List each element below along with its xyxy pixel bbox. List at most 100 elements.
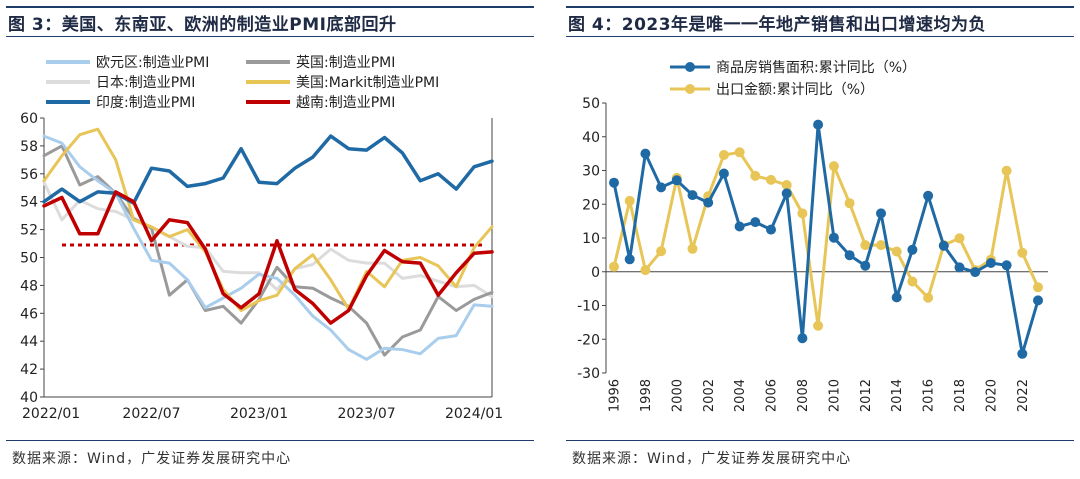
series-1-point xyxy=(985,258,996,268)
series-1-point xyxy=(624,254,635,265)
legend-label: 印度:制造业PMI xyxy=(96,95,195,111)
series-1-point xyxy=(813,119,824,130)
left-x-tick-label: 2023/01 xyxy=(230,406,288,422)
left-x-tick-label: 2023/07 xyxy=(337,406,395,422)
left-y-tick-label: 50 xyxy=(20,251,38,267)
legend-label: 英国:制造业PMI xyxy=(296,54,395,71)
left-x-tick-label: 2022/01 xyxy=(22,406,80,422)
series-1-point xyxy=(687,190,698,201)
series-line-1 xyxy=(612,123,1040,356)
right-y-tick-label: 40 xyxy=(582,130,600,146)
series-1-point xyxy=(640,148,651,159)
legend-marker xyxy=(685,62,695,72)
series-1-point xyxy=(750,217,761,228)
right-x-tick-label: 2018 xyxy=(953,379,968,412)
left-source-note: 数据来源：Wind，广发证券发展研究中心 xyxy=(6,440,534,475)
series-2-point xyxy=(766,174,776,185)
right-x-tick-label: 2012 xyxy=(859,379,874,412)
series-1-point xyxy=(970,267,981,278)
right-x-tick-label: 2020 xyxy=(984,379,999,412)
series-1-point xyxy=(907,244,918,255)
series-1-point xyxy=(766,224,776,235)
right-x-tick-label: 2000 xyxy=(670,379,685,412)
right-y-tick-label: 10 xyxy=(582,231,600,247)
right-y-tick-label: 20 xyxy=(582,197,600,213)
left-y-tick-label: 58 xyxy=(20,139,38,155)
series-1-point xyxy=(828,232,839,243)
series-2-point xyxy=(609,261,619,272)
series-2-point xyxy=(876,240,886,251)
series-2-point xyxy=(954,233,965,244)
right-chart-title-bar: 图 4：2023年是唯一一年地产销售和出口增速均为负 xyxy=(566,6,1074,37)
left-chart-title: 图 3：美国、东南亚、欧洲的制造业PMI底部回升 xyxy=(8,14,397,35)
left-y-tick-label: 48 xyxy=(20,278,38,294)
right-x-tick-label: 2002 xyxy=(702,379,717,412)
series-line-6 xyxy=(42,190,494,325)
series-2-point xyxy=(656,246,667,257)
legend-label: 日本:制造业PMI xyxy=(96,75,195,91)
series-2-point xyxy=(891,246,902,257)
series-2-point xyxy=(718,150,729,160)
series-2-point xyxy=(797,208,808,219)
series-2-point xyxy=(734,147,745,158)
legend-label: 出口金额:累计同比（%） xyxy=(716,82,874,98)
series-1-point xyxy=(703,197,714,208)
left-source-text: 数据来源：Wind，广发证券发展研究中心 xyxy=(12,451,292,467)
series-line-1 xyxy=(42,134,494,361)
right-y-tick-label: 30 xyxy=(582,164,600,180)
right-y-tick-label: -20 xyxy=(577,332,600,348)
left-y-tick-label: 44 xyxy=(20,334,38,350)
series-1-point xyxy=(656,182,667,193)
left-y-tick-label: 40 xyxy=(20,390,38,406)
right-x-tick-label: 2008 xyxy=(796,379,811,412)
right-chart-title: 图 4：2023年是唯一一年地产销售和出口增速均为负 xyxy=(568,14,987,35)
series-line-4 xyxy=(42,127,494,312)
series-2-point xyxy=(813,320,824,331)
left-y-tick-label: 52 xyxy=(20,223,38,239)
right-x-tick-label: 2010 xyxy=(827,379,842,412)
series-1-point xyxy=(844,250,855,261)
left-x-tick-label: 2022/07 xyxy=(122,406,180,422)
right-x-tick-label: 2006 xyxy=(765,379,780,412)
right-chart-panel: 图 4：2023年是唯一一年地产销售和出口增速均为负 -30 -20 -10 0 10 2… xyxy=(560,0,1080,479)
legend-label: 欧元区:制造业PMI xyxy=(96,55,209,71)
series-1-point xyxy=(797,333,808,344)
right-x-tick-label: 2022 xyxy=(1016,379,1031,412)
series-1-point xyxy=(1033,295,1043,306)
series-1-point xyxy=(781,188,792,199)
series-2-point xyxy=(687,243,698,254)
series-1-point xyxy=(609,177,619,188)
legend-label: 越南:制造业PMI xyxy=(296,95,395,111)
series-1-point xyxy=(923,190,934,201)
series-2-point xyxy=(624,195,635,206)
left-y-tick-label: 60 xyxy=(20,111,38,127)
left-y-tick-label: 42 xyxy=(20,362,38,378)
pmi-line-chart: 40 42 44 46 48 50 52 54 56 58 60 2022/01 2022/07 2023… xyxy=(20,54,503,422)
series-1-point xyxy=(671,175,682,186)
right-source-note: 数据来源：Wind，广发证券发展研究中心 xyxy=(566,440,1074,475)
right-x-tick-label: 2016 xyxy=(922,379,937,412)
series-1-point xyxy=(954,262,965,273)
legend-label: 商品房销售面积:累计同比（%） xyxy=(716,60,916,76)
left-chart-title-bar: 图 3：美国、东南亚、欧洲的制造业PMI底部回升 xyxy=(6,6,534,37)
series-1-point xyxy=(1001,260,1012,271)
sales-export-line-chart: -30 -20 -10 0 10 20 30 40 50 1996 1998 2000 2002 2004… xyxy=(577,60,1048,412)
series-2-point xyxy=(1001,165,1012,176)
series-2-point xyxy=(1033,282,1043,293)
right-y-tick-label: -30 xyxy=(577,366,600,382)
series-2-point xyxy=(828,161,839,172)
left-y-tick-label: 46 xyxy=(20,306,38,322)
series-2-point xyxy=(750,170,761,181)
series-line-5 xyxy=(42,134,494,205)
series-2-point xyxy=(844,198,855,209)
series-1-point xyxy=(860,260,871,271)
right-y-tick-label: -10 xyxy=(577,299,600,315)
series-1-point xyxy=(734,221,745,232)
right-x-tick-label: 2004 xyxy=(733,379,748,412)
right-x-tick-label: 1996 xyxy=(608,379,623,412)
series-2-point xyxy=(923,292,934,303)
series-1-point xyxy=(938,240,949,251)
series-2-point xyxy=(1017,247,1028,258)
right-y-tick-label: 0 xyxy=(591,265,600,281)
series-2-point xyxy=(640,265,651,276)
